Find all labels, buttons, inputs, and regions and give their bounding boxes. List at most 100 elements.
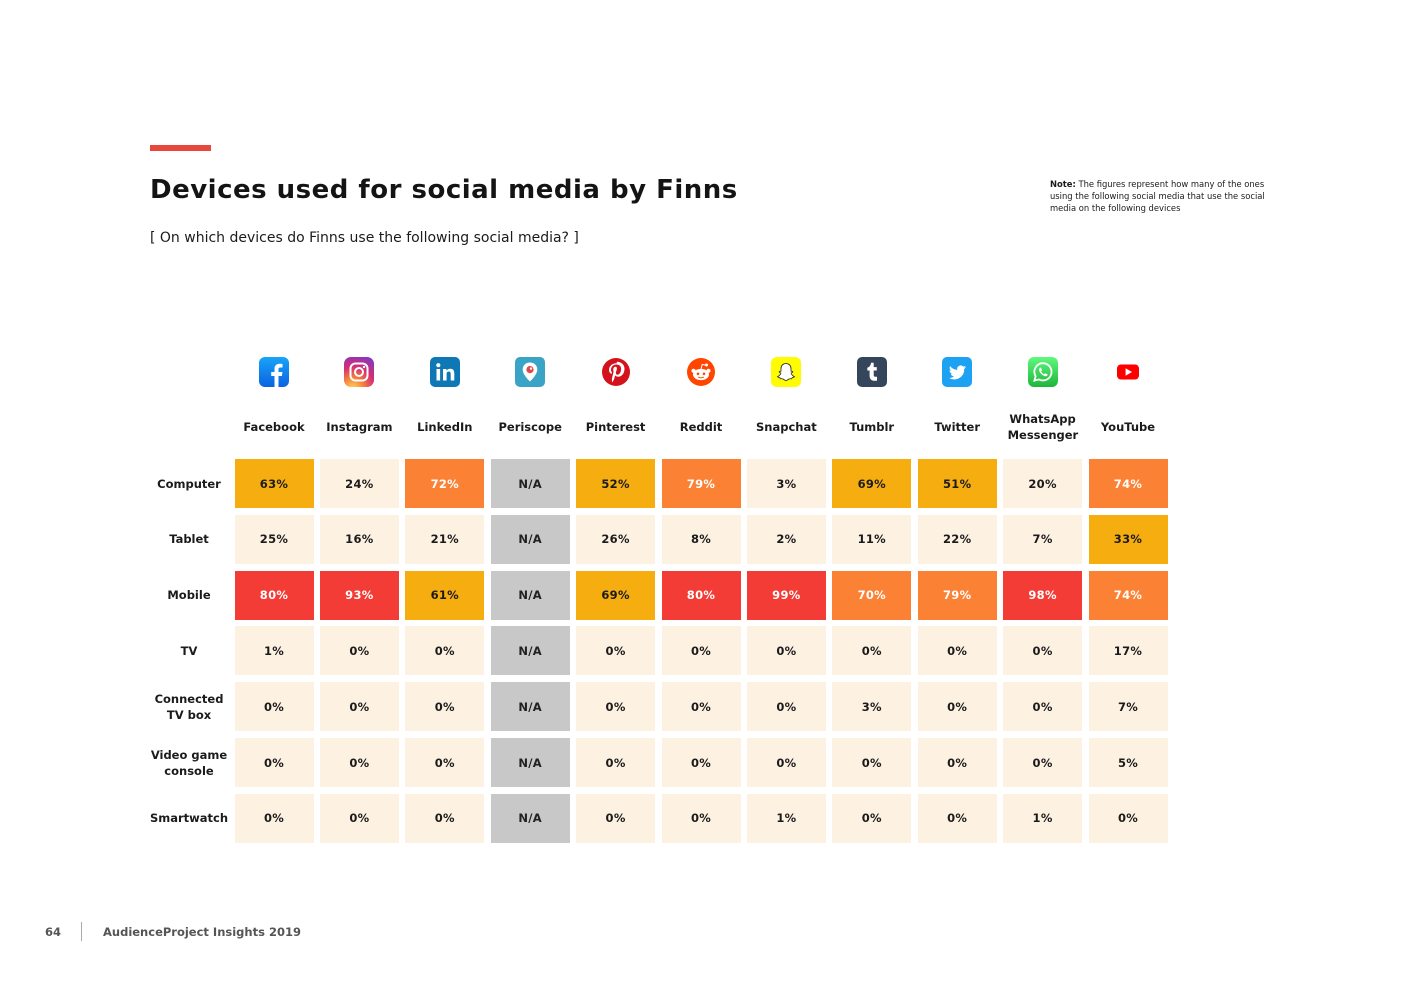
cell-smartwatch-periscope: N/A	[490, 793, 570, 843]
cell-connected-tv-box-instagram: 0%	[319, 682, 399, 732]
twitter-icon	[942, 357, 973, 387]
cell-tablet-snapchat: 2%	[746, 514, 826, 564]
linkedin-icon	[429, 357, 460, 387]
cell-smartwatch-youtube: 0%	[1088, 793, 1168, 843]
youtube-icon	[1113, 357, 1143, 387]
cell-video-game-console-linkedin: 0%	[405, 738, 485, 787]
cell-tablet-whatsapp-messenger: 7%	[1003, 514, 1083, 564]
cell-computer-snapchat: 3%	[746, 459, 826, 508]
cell-tv-twitter: 0%	[917, 626, 997, 676]
cell-computer-periscope: N/A	[490, 459, 570, 508]
cell-connected-tv-box-twitter: 0%	[917, 682, 997, 732]
cell-video-game-console-facebook: 0%	[234, 738, 314, 787]
column-header-linkedin: LinkedIn	[417, 420, 473, 434]
note-label: Note:	[1050, 179, 1076, 189]
column-header-twitter: Twitter	[934, 420, 980, 434]
cell-connected-tv-box-tumblr: 3%	[832, 682, 912, 732]
cell-tv-instagram: 0%	[319, 626, 399, 676]
column-header-youtube: YouTube	[1100, 420, 1156, 434]
cell-computer-reddit: 79%	[661, 459, 741, 508]
cell-tablet-instagram: 16%	[319, 514, 399, 564]
column-header-pinterest: Pinterest	[585, 420, 646, 434]
cell-video-game-console-tumblr: 0%	[832, 738, 912, 787]
cell-video-game-console-periscope: N/A	[490, 738, 570, 787]
cell-tablet-periscope: N/A	[490, 514, 570, 564]
cell-video-game-console-twitter: 0%	[917, 738, 997, 787]
cell-connected-tv-box-facebook: 0%	[234, 682, 314, 732]
cell-computer-instagram: 24%	[319, 459, 399, 508]
cell-mobile-instagram: 93%	[319, 570, 399, 620]
cell-connected-tv-box-linkedin: 0%	[405, 682, 485, 732]
column-header-whatsapp-messenger: WhatsApp Messenger	[1007, 412, 1079, 442]
cell-mobile-reddit: 80%	[661, 570, 741, 620]
note: Note: The figures represent how many of …	[1050, 178, 1265, 214]
row-header-smartwatch: Smartwatch	[149, 811, 229, 826]
row-header-mobile: Mobile	[167, 588, 211, 603]
cell-mobile-facebook: 80%	[234, 570, 314, 620]
periscope-icon	[515, 357, 546, 387]
cell-video-game-console-reddit: 0%	[661, 738, 741, 787]
cell-tablet-pinterest: 26%	[576, 514, 656, 564]
column-header-facebook: Facebook	[243, 420, 305, 434]
cell-connected-tv-box-reddit: 0%	[661, 682, 741, 732]
cell-tv-facebook: 1%	[234, 626, 314, 676]
cell-mobile-whatsapp-messenger: 98%	[1003, 570, 1083, 620]
cell-video-game-console-pinterest: 0%	[576, 738, 656, 787]
cell-smartwatch-instagram: 0%	[319, 793, 399, 843]
cell-mobile-linkedin: 61%	[405, 570, 485, 620]
cell-computer-linkedin: 72%	[405, 459, 485, 508]
page-subtitle: [ On which devices do Finns use the foll…	[150, 230, 579, 246]
cell-tablet-tumblr: 11%	[832, 514, 912, 564]
row-header-tablet: Tablet	[169, 532, 209, 547]
row-header-computer: Computer	[157, 476, 221, 491]
cell-tv-linkedin: 0%	[405, 626, 485, 676]
accent-bar	[150, 145, 211, 151]
cell-computer-youtube: 74%	[1088, 459, 1168, 508]
cell-tablet-linkedin: 21%	[405, 514, 485, 564]
instagram-icon	[344, 357, 375, 387]
cell-connected-tv-box-snapchat: 0%	[746, 682, 826, 732]
cell-tv-snapchat: 0%	[746, 626, 826, 676]
cell-tv-periscope: N/A	[490, 626, 570, 676]
cell-video-game-console-whatsapp-messenger: 0%	[1003, 738, 1083, 787]
cell-mobile-youtube: 74%	[1088, 570, 1168, 620]
cell-mobile-snapchat: 99%	[746, 570, 826, 620]
reddit-icon	[686, 357, 716, 387]
cell-tablet-facebook: 25%	[234, 514, 314, 564]
pinterest-icon	[601, 357, 631, 387]
publication-name: AudienceProject Insights 2019	[103, 925, 301, 939]
cell-smartwatch-tumblr: 0%	[832, 793, 912, 843]
cell-connected-tv-box-pinterest: 0%	[576, 682, 656, 732]
cell-computer-tumblr: 69%	[832, 459, 912, 508]
whatsapp-icon	[1027, 357, 1058, 387]
page-number: 64	[45, 925, 62, 939]
snapchat-icon	[771, 357, 802, 387]
column-header-tumblr: Tumblr	[849, 420, 895, 434]
cell-smartwatch-reddit: 0%	[661, 793, 741, 843]
column-header-periscope: Periscope	[498, 420, 562, 434]
cell-video-game-console-instagram: 0%	[319, 738, 399, 787]
cell-tablet-reddit: 8%	[661, 514, 741, 564]
cell-smartwatch-whatsapp-messenger: 1%	[1003, 793, 1083, 843]
cell-tv-tumblr: 0%	[832, 626, 912, 676]
cell-mobile-periscope: N/A	[490, 570, 570, 620]
row-header-tv: TV	[180, 643, 198, 658]
cell-mobile-pinterest: 69%	[576, 570, 656, 620]
cell-computer-pinterest: 52%	[576, 459, 656, 508]
cell-connected-tv-box-whatsapp-messenger: 0%	[1003, 682, 1083, 732]
cell-mobile-tumblr: 70%	[832, 570, 912, 620]
cell-smartwatch-linkedin: 0%	[405, 793, 485, 843]
cell-smartwatch-pinterest: 0%	[576, 793, 656, 843]
cell-smartwatch-snapchat: 1%	[746, 793, 826, 843]
cell-smartwatch-twitter: 0%	[917, 793, 997, 843]
row-header-connected-tv-box: Connected TV box	[154, 691, 224, 722]
cell-tv-whatsapp-messenger: 0%	[1003, 626, 1083, 676]
cell-tv-youtube: 17%	[1088, 626, 1168, 676]
footer-divider	[81, 922, 82, 941]
cell-video-game-console-snapchat: 0%	[746, 738, 826, 787]
facebook-icon	[259, 357, 289, 387]
tumblr-icon	[856, 357, 887, 387]
cell-tablet-youtube: 33%	[1088, 514, 1168, 564]
row-header-video-game-console: Video game console	[150, 747, 228, 778]
page-title: Devices used for social media by Finns	[150, 175, 738, 205]
